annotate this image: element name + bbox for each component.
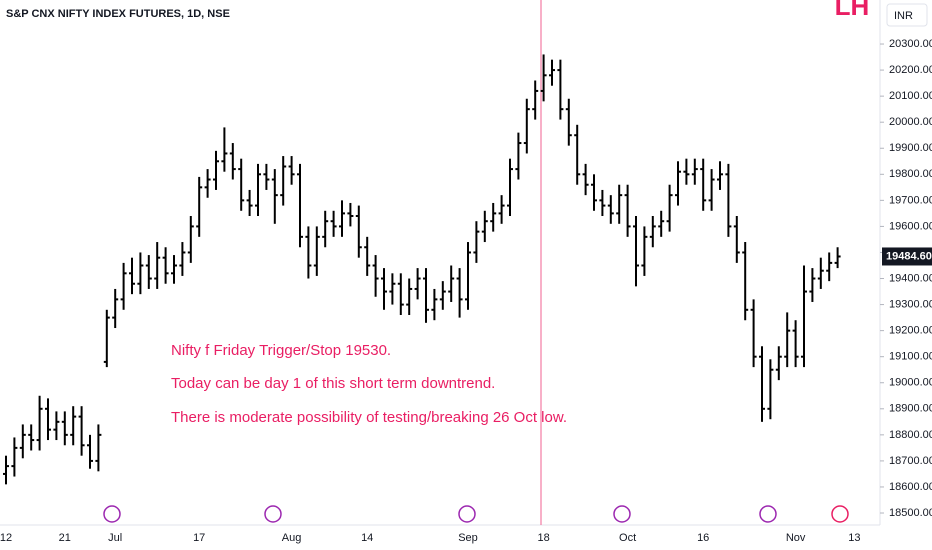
x-tick-label: Oct — [619, 532, 636, 544]
event-icon[interactable] — [831, 505, 849, 523]
y-tick-label: 19900.00 — [889, 142, 932, 154]
x-tick-label: 18 — [537, 532, 549, 544]
y-tick-label: 18700.00 — [889, 455, 932, 467]
x-tick-label: Sep — [458, 532, 478, 544]
last-price-label: 19484.60 — [886, 250, 932, 262]
y-tick-label: 20000.00 — [889, 116, 932, 128]
event-icon[interactable] — [759, 505, 777, 523]
y-tick-label: 18500.00 — [889, 507, 932, 519]
y-tick-label: 19600.00 — [889, 220, 932, 232]
chart-title: S&P CNX NIFTY INDEX FUTURES, 1D, NSE — [6, 8, 230, 20]
y-tick-label: 18600.00 — [889, 481, 932, 493]
annotation: Today can be day 1 of this short term do… — [171, 375, 495, 392]
x-tick-label: Nov — [786, 532, 806, 544]
x-tick-label: 12 — [0, 532, 12, 544]
annotation: There is moderate possibility of testing… — [171, 409, 567, 426]
event-icon[interactable] — [613, 505, 631, 523]
logo: LH — [835, 0, 870, 21]
y-tick-label: 19100.00 — [889, 351, 932, 363]
x-tick-label: 16 — [697, 532, 709, 544]
x-tick-label: 21 — [59, 532, 71, 544]
y-tick-label: 18900.00 — [889, 403, 932, 415]
x-tick-label: 17 — [193, 532, 205, 544]
y-tick-label: 19200.00 — [889, 325, 932, 337]
event-icons — [103, 505, 849, 523]
x-tick-label: 13 — [848, 532, 860, 544]
x-tick-label: Jul — [108, 532, 122, 544]
y-tick-label: 18800.00 — [889, 429, 932, 441]
y-tick-label: 19700.00 — [889, 194, 932, 206]
y-tick-label: 20300.00 — [889, 38, 932, 50]
y-tick-label: 19800.00 — [889, 168, 932, 180]
y-tick-label: 19400.00 — [889, 272, 932, 284]
x-tick-label: 14 — [361, 532, 373, 544]
event-icon[interactable] — [103, 505, 121, 523]
last-price-tag — [882, 247, 932, 266]
event-icon[interactable] — [458, 505, 476, 523]
annotation: Nifty f Friday Trigger/Stop 19530. — [171, 342, 391, 359]
y-tick-label: 19000.00 — [889, 377, 932, 389]
currency-box[interactable] — [886, 3, 928, 27]
y-tick-label: 20200.00 — [889, 64, 932, 76]
y-tick-label: 19300.00 — [889, 298, 932, 310]
currency-label: INR — [894, 10, 913, 22]
event-icon[interactable] — [264, 505, 282, 523]
x-tick-label: Aug — [282, 532, 302, 544]
y-tick-label: 20100.00 — [889, 90, 932, 102]
